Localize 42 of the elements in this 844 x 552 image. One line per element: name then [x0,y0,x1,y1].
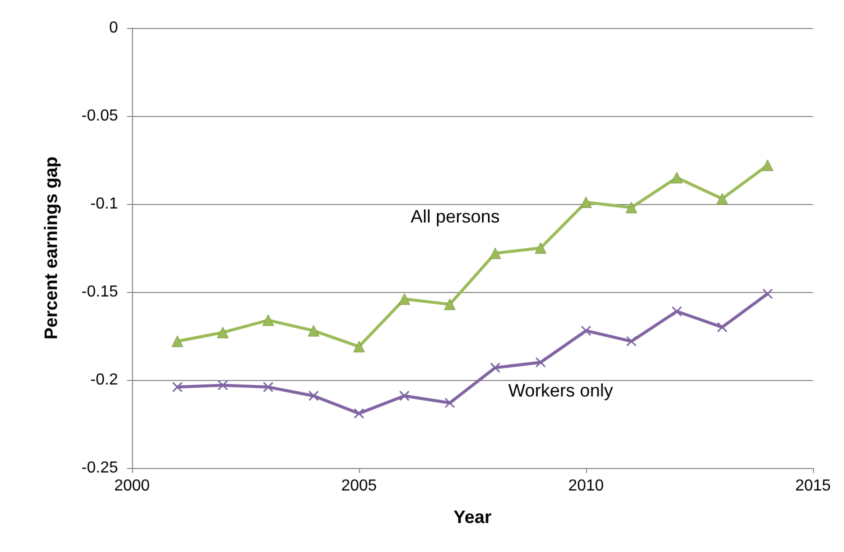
point [262,382,274,392]
series-label: All persons [410,206,500,227]
point [535,357,546,368]
point [444,398,456,408]
y-tick-label: 0 [109,20,118,36]
y-tick-label: -0.15 [82,284,118,300]
x-tick-label: 2005 [341,478,377,494]
point [308,324,320,336]
point [626,336,637,347]
point [672,306,682,317]
point [353,340,365,352]
point [534,242,546,254]
point [444,298,456,310]
point [580,196,592,208]
point [262,314,274,326]
point [399,390,410,402]
point [218,380,228,391]
x-tick-label: 2010 [568,478,604,494]
y-axis-title: Percent earnings gap [41,156,61,340]
point [671,172,683,184]
point [716,322,728,332]
point [490,362,500,373]
y-tick-label: -0.05 [82,108,118,124]
point [354,408,364,419]
y-tick-label: -0.1 [90,196,118,212]
point [217,326,229,338]
point [489,248,501,260]
point [762,160,774,172]
point [580,325,592,336]
y-tick-label: -0.25 [82,460,118,476]
x-tick-label: 2000 [114,478,150,494]
point [626,202,638,214]
series-label: Workers only [508,380,613,400]
x-tick-label: 2015 [795,478,831,494]
point [308,390,319,402]
point [398,293,410,305]
point [762,288,773,300]
x-axis-title: Year [453,507,492,527]
point [716,192,728,204]
y-tick-label: -0.2 [90,372,118,388]
point [172,382,183,392]
point [172,336,184,348]
